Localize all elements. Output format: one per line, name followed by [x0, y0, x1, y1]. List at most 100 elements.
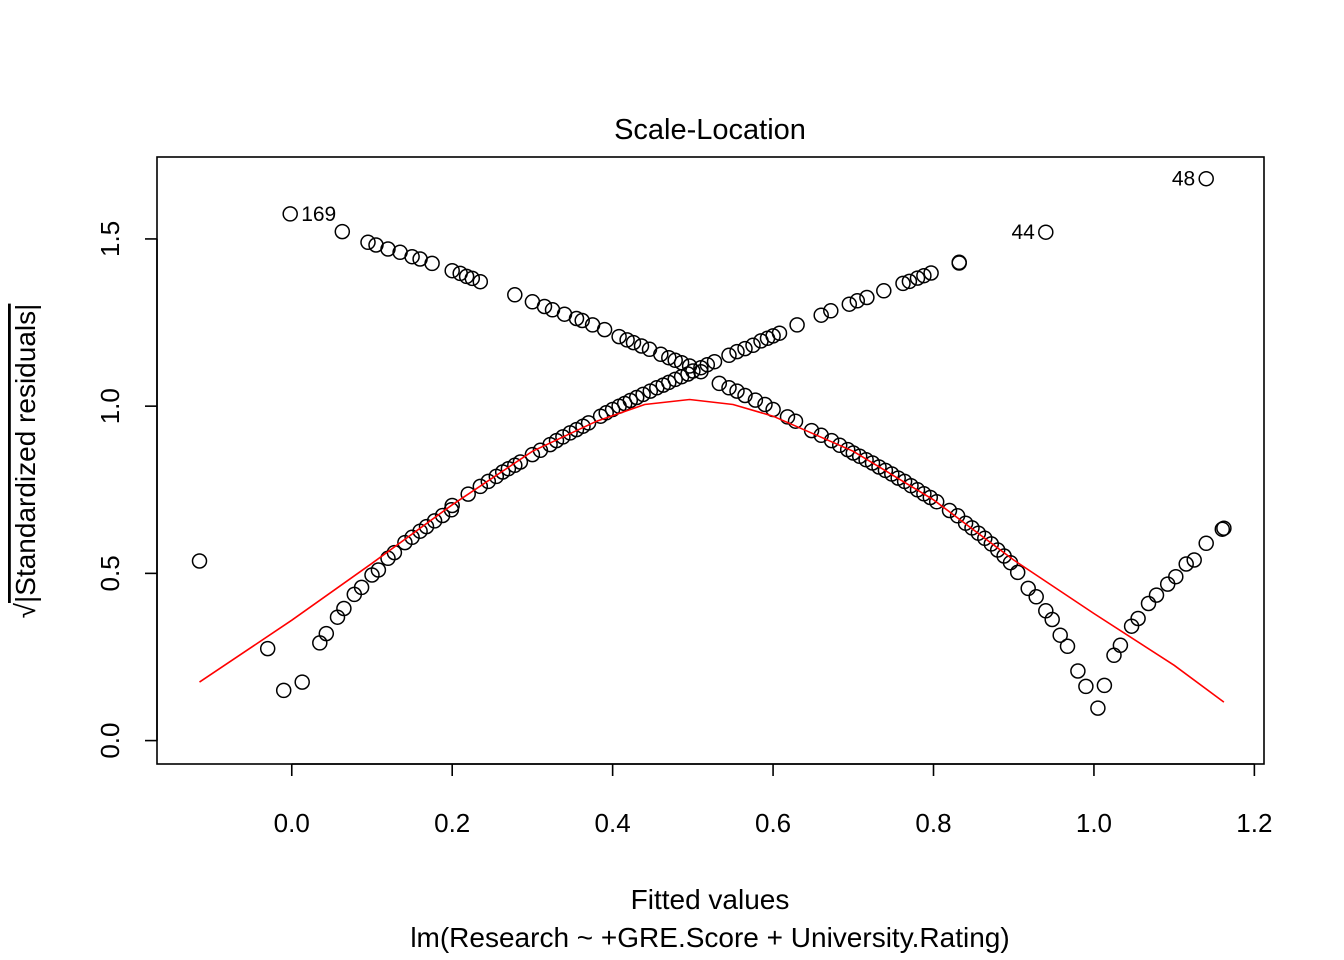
data-point: [424, 255, 440, 272]
data-point: [1148, 587, 1165, 603]
data-point: [711, 375, 728, 392]
data-point: [831, 437, 848, 454]
point-label: 44: [1011, 221, 1035, 244]
data-point: [464, 270, 481, 287]
y-axis-title: √|Standardized residuals|: [10, 304, 41, 619]
x-tick-label: 1.2: [1236, 808, 1272, 838]
data-point: [693, 363, 709, 380]
data-point: [426, 513, 443, 529]
y-axis-title-radical: √: [10, 602, 41, 618]
x-tick-label: 0.8: [915, 808, 951, 838]
data-point: [633, 338, 650, 354]
data-point: [1052, 627, 1068, 643]
data-point: [635, 386, 651, 403]
data-point: [1198, 535, 1214, 552]
data-point: [737, 387, 753, 404]
data-point: [721, 380, 737, 396]
data-point: [745, 337, 761, 354]
x-tick-label: 0.0: [274, 808, 310, 838]
data-point: [1112, 637, 1129, 654]
data-point: [1028, 589, 1044, 605]
x-tick-label: 0.2: [434, 808, 470, 838]
y-axis: 0.0 0.5 1.0 1.5: [95, 221, 158, 759]
data-point: [779, 409, 796, 425]
data-point: [673, 354, 690, 371]
data-point: [418, 518, 435, 535]
data-point: [923, 265, 939, 281]
y-tick-label: 1.0: [95, 388, 125, 424]
data-point: [275, 682, 292, 699]
data-point: [611, 328, 627, 345]
data-point: [841, 296, 858, 312]
data-point: [625, 334, 642, 351]
data-point: [706, 353, 723, 370]
data-point: [1130, 610, 1146, 627]
data-point: [667, 352, 683, 369]
data-point: [334, 223, 351, 240]
data-point: [859, 289, 875, 306]
data-point: [1178, 556, 1194, 572]
data-point: [1140, 595, 1157, 612]
data-point: [524, 446, 541, 463]
data-point: [789, 317, 805, 333]
data-point: [1059, 638, 1076, 655]
data-point: [757, 396, 773, 413]
chart-subtitle: lm(Research ~ +GRE.Score + University.Ra…: [410, 922, 1009, 953]
data-point: [472, 478, 489, 495]
x-axis: 0.0 0.2 0.4 0.6 0.8 1.0 1.2: [274, 763, 1272, 838]
point-label: 48: [1172, 168, 1195, 191]
data-point: [444, 497, 460, 514]
data-point: [653, 346, 669, 363]
data-point: [1216, 520, 1232, 536]
x-tick-label: 0.4: [595, 808, 631, 838]
x-axis-title: Fitted values: [631, 884, 790, 915]
data-point: [480, 473, 497, 490]
data-point: [787, 413, 804, 429]
x-tick-label: 1.0: [1076, 808, 1112, 838]
data-point: [685, 363, 701, 379]
y-tick-label: 0.5: [95, 555, 125, 591]
chart-title: Scale-Location: [614, 114, 806, 146]
data-point: [1198, 170, 1214, 187]
data-point: [721, 347, 737, 364]
data-point: [259, 640, 276, 657]
data-layer: 169 44 48: [191, 168, 1232, 716]
data-point: [360, 234, 376, 251]
data-point: [729, 383, 745, 399]
data-point: [928, 494, 945, 510]
x-tick-label: 0.6: [755, 808, 791, 838]
data-point: [1078, 678, 1094, 695]
data-point: [512, 454, 529, 470]
data-point: [1168, 568, 1184, 585]
data-point: [507, 287, 523, 303]
data-point: [729, 343, 745, 360]
data-point: [849, 293, 866, 309]
data-point: [941, 502, 958, 519]
data-point: [951, 255, 967, 271]
data-point: [916, 267, 932, 284]
data-point: [191, 553, 208, 569]
y-axis-title-text: |Standardized residuals|: [10, 304, 41, 603]
data-point: [404, 529, 420, 546]
data-point: [596, 321, 613, 338]
data-point: [1214, 521, 1231, 537]
data-point: [1096, 677, 1113, 694]
data-point: [380, 241, 396, 257]
data-point: [434, 507, 451, 524]
data-point: [823, 432, 840, 449]
data-point: [318, 625, 335, 642]
data-point: [747, 392, 764, 408]
data-point: [282, 206, 298, 222]
data-point: [580, 415, 597, 431]
data-point: [1070, 663, 1086, 679]
smooth-line: [199, 398, 1225, 703]
y-tick-label: 1.5: [95, 221, 125, 257]
point-label: 169: [301, 203, 336, 226]
data-point: [1090, 700, 1106, 716]
data-point: [444, 262, 460, 279]
data-point: [336, 600, 352, 617]
y-tick-label: 0.0: [95, 723, 125, 759]
data-point: [895, 275, 911, 292]
data-point: [823, 303, 839, 319]
